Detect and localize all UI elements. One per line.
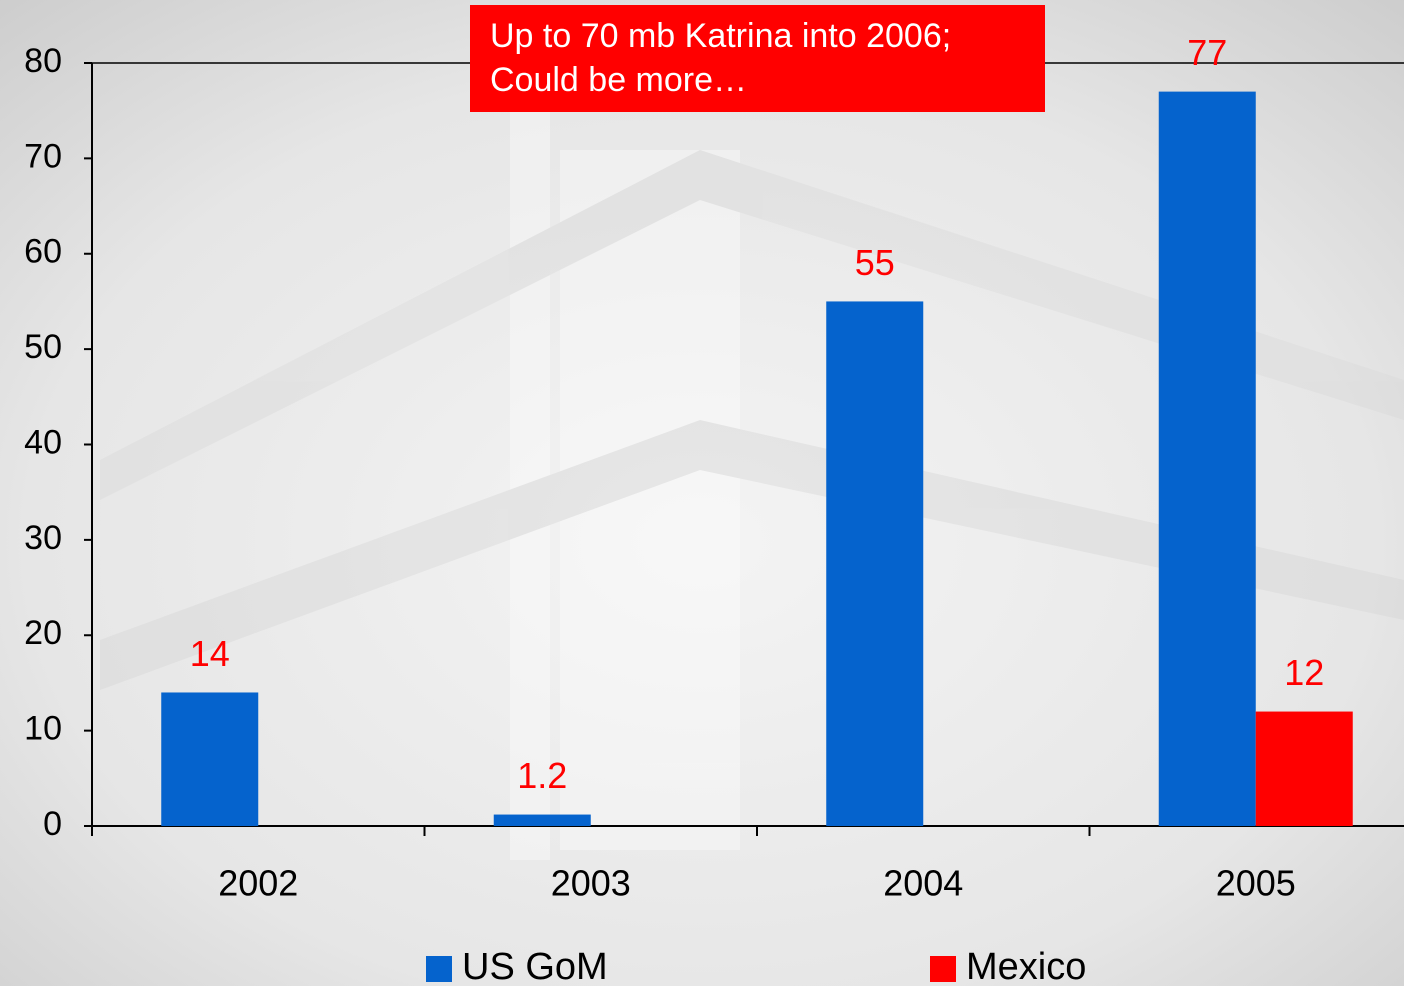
data-label: 1.2 bbox=[517, 755, 567, 796]
legend-label: Mexico bbox=[966, 946, 1086, 986]
y-tick-label: 50 bbox=[24, 328, 62, 366]
y-tick-label: 70 bbox=[24, 137, 62, 175]
legend-label: US GoM bbox=[462, 946, 608, 986]
annotation-text: Could be more… bbox=[490, 61, 747, 99]
y-tick-label: 40 bbox=[24, 423, 62, 461]
data-label: 77 bbox=[1187, 32, 1227, 73]
y-tick-label: 10 bbox=[24, 710, 62, 748]
bar bbox=[826, 301, 924, 826]
data-label: 55 bbox=[855, 242, 895, 283]
data-label: 12 bbox=[1284, 652, 1324, 693]
annotation-box bbox=[470, 5, 1045, 112]
y-tick-label: 80 bbox=[24, 42, 62, 80]
y-tick-label: 20 bbox=[24, 614, 62, 652]
x-tick-label: 2003 bbox=[551, 863, 631, 904]
y-tick-label: 30 bbox=[24, 519, 62, 557]
x-tick-label: 2005 bbox=[1216, 863, 1296, 904]
bar bbox=[161, 692, 259, 826]
x-tick-label: 2002 bbox=[218, 863, 298, 904]
background-photo bbox=[100, 100, 1404, 860]
bar bbox=[493, 814, 591, 826]
y-tick-label: 60 bbox=[24, 233, 62, 271]
bar bbox=[1158, 91, 1256, 827]
x-tick-label: 2004 bbox=[883, 863, 963, 904]
legend-swatch bbox=[930, 956, 956, 982]
bar bbox=[1255, 711, 1353, 826]
y-tick-label: 0 bbox=[43, 805, 62, 843]
data-label: 14 bbox=[190, 633, 230, 674]
annotation-text: Up to 70 mb Katrina into 2006; bbox=[490, 17, 951, 55]
legend-swatch bbox=[426, 956, 452, 982]
